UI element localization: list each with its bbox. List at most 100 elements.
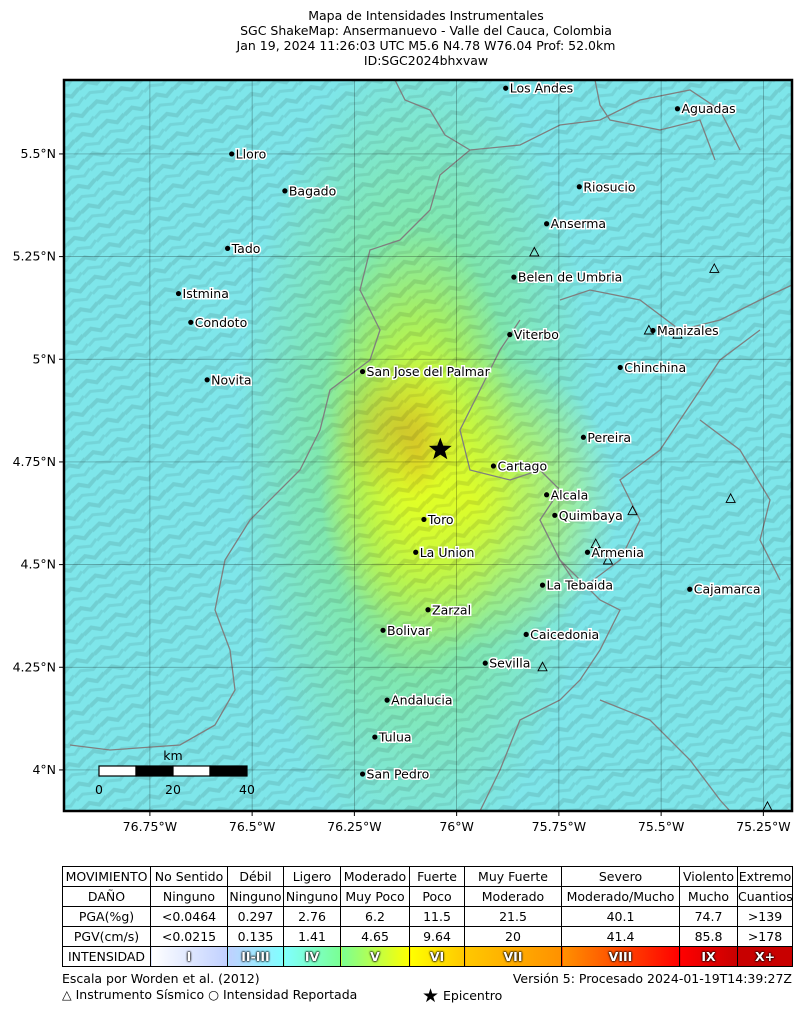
station-legend-label: Instrumento Sísmico (75, 987, 205, 1002)
scale-cell: Moderado (464, 886, 562, 907)
lon-tick-label: 75.5°W (638, 819, 684, 834)
reported-legend-label: Intensidad Reportada (223, 987, 358, 1002)
city-label: Quimbaya (559, 508, 623, 523)
scale-cell: 74.7 (679, 906, 738, 927)
city-label: Manizales (657, 323, 719, 338)
city-manizales[interactable]: Manizales (650, 322, 720, 340)
seismic-station-icon[interactable] (627, 505, 638, 516)
city-alcala[interactable]: Alcala (544, 486, 590, 504)
scale-cell: II-III (227, 946, 284, 967)
city-pereira[interactable]: Pereira (580, 428, 633, 446)
city-aguadas[interactable]: Aguadas (674, 100, 737, 118)
city-novita[interactable]: Novita (204, 371, 253, 389)
scale-cell: X+ (737, 946, 793, 967)
scale-row-pgv: PGV(cm/s) <0.0215 0.135 1.41 4.65 9.64 20 41.4 8… (62, 926, 793, 947)
city-label: Istmina (183, 286, 229, 301)
reported-circle-icon: ○ (208, 987, 220, 1002)
seismic-station-icon[interactable] (537, 661, 548, 672)
city-label: Viterbo (514, 327, 559, 342)
lat-tick-label: 5.25°N (13, 249, 56, 264)
city-condoto[interactable]: Condoto (188, 313, 249, 331)
shakemap[interactable]: Los Andes Aguadas Lloro Riosucio Bagado Anser… (0, 0, 802, 850)
scale-cell: Muy Fuerte (464, 866, 562, 887)
city-chinchina[interactable]: Chinchina (617, 358, 688, 376)
city-viterbo[interactable]: Viterbo (507, 326, 560, 344)
city-label: La Union (420, 545, 475, 560)
scale-cell: Poco (409, 886, 465, 907)
city-los-andes[interactable]: Los Andes (503, 80, 575, 97)
seismic-station-icon[interactable] (529, 246, 540, 257)
city-lloro[interactable]: Lloro (229, 145, 268, 163)
city-cartago[interactable]: Cartago (490, 457, 549, 475)
city-cajamarca[interactable]: Cajamarca (687, 580, 762, 598)
scale-cell: <0.0464 (150, 906, 228, 927)
scale-cell: Débil (227, 866, 284, 887)
city-label: La Tebaida (547, 578, 613, 593)
scale-cell: >139 (737, 906, 793, 927)
city-tado[interactable]: Tado (224, 239, 262, 257)
intensity-scale-table: MOVIMIENTO No Sentido Débil Ligero Moderado F… (62, 866, 793, 967)
city-label: Alcala (551, 487, 589, 502)
city-quimbaya[interactable]: Quimbaya (552, 506, 624, 524)
title-line-3: Jan 19, 2024 11:26:03 UTC M5.6 N4.78 W76… (236, 38, 616, 53)
title-line-4: ID:SGC2024bhxvaw (363, 53, 489, 68)
seismic-station-icon[interactable] (672, 328, 683, 339)
title-line-2: SGC ShakeMap: Ansermanuevo - Valle del C… (240, 23, 612, 38)
scale-cell: Violento (679, 866, 738, 887)
city-zarzal[interactable]: Zarzal (425, 601, 473, 619)
scale-cell: 41.4 (561, 926, 680, 947)
seismic-station-icon[interactable] (709, 262, 720, 273)
map-title: Mapa de Intensidades Instrumentales SGC … (0, 8, 802, 68)
scalebar-label: 0 (95, 782, 103, 797)
city-san-pedro[interactable]: San Pedro (359, 765, 431, 783)
city-toro[interactable]: Toro (421, 510, 455, 528)
scale-row-label: PGV(cm/s) (62, 926, 151, 947)
city-caicedonia[interactable]: Caicedonia (523, 625, 601, 643)
city-andalucia[interactable]: Andalucia (384, 691, 454, 709)
scale-cell: Ninguno (283, 886, 341, 907)
lat-tick-label: 5°N (32, 351, 56, 366)
city-label: Tulua (378, 730, 412, 745)
city-riosucio[interactable]: Riosucio (576, 178, 637, 196)
city-la-union[interactable]: La Union (413, 543, 476, 561)
lon-tick-label: 76.25°W (327, 819, 381, 834)
scale-cell: Muy Poco (340, 886, 410, 907)
scale-row-intensidad: INTENSIDAD I II-III IV V VI VII VIII IX X+ (62, 946, 793, 967)
scale-cell: 40.1 (561, 906, 680, 927)
seismic-station-icon[interactable] (602, 554, 614, 565)
city-sevilla[interactable]: Sevilla (482, 654, 532, 672)
scale-cell: 11.5 (409, 906, 465, 927)
city-bolivar[interactable]: Bolivar (380, 621, 433, 639)
scale-cell: Ninguno (150, 886, 228, 907)
city-label: Toro (427, 512, 454, 527)
seismic-station-icon[interactable] (590, 538, 601, 549)
lon-tick-label: 76.5°W (229, 819, 275, 834)
scale-cell: 4.65 (340, 926, 410, 947)
lat-tick-label: 4.5°N (21, 557, 56, 572)
city-label: Chinchina (624, 360, 686, 375)
scale-cell: Fuerte (409, 866, 465, 887)
scale-cell: No Sentido (150, 866, 228, 887)
city-label: San Jose del Palmar (367, 364, 491, 379)
lon-tick-label: 75.25°W (736, 819, 790, 834)
version-text: Versión 5: Procesado 2024-01-19T14:39:27… (512, 971, 792, 986)
city-san-jose-del-palmar[interactable]: San Jose del Palmar (359, 363, 492, 381)
city-belen-de-umbria[interactable]: Belen de Umbria (511, 268, 624, 286)
scale-row-movimiento: MOVIMIENTO No Sentido Débil Ligero Moderado F… (62, 866, 793, 887)
scale-cell: Severo (561, 866, 680, 887)
city-bagado[interactable]: Bagado (282, 182, 338, 200)
city-label: Los Andes (510, 81, 574, 96)
title-line-1: Mapa de Intensidades Instrumentales (308, 8, 544, 23)
city-label: Armenia (592, 545, 644, 560)
seismic-station-icon[interactable] (725, 492, 736, 503)
city-anserma[interactable]: Anserma (544, 215, 608, 233)
symbol-legend: △ Instrumento Sísmico ○ Intensidad Repor… (62, 987, 357, 1002)
city-istmina[interactable]: Istmina (175, 285, 230, 303)
city-la-tebaida[interactable]: La Tebaida (539, 576, 614, 594)
city-armenia[interactable]: Armenia (584, 543, 645, 561)
scale-cell: 21.5 (464, 906, 562, 927)
city-tulua[interactable]: Tulua (372, 728, 413, 746)
epicenter-star-icon[interactable] (428, 437, 452, 460)
scale-cell: 6.2 (340, 906, 410, 927)
city-label: Tado (231, 241, 261, 256)
